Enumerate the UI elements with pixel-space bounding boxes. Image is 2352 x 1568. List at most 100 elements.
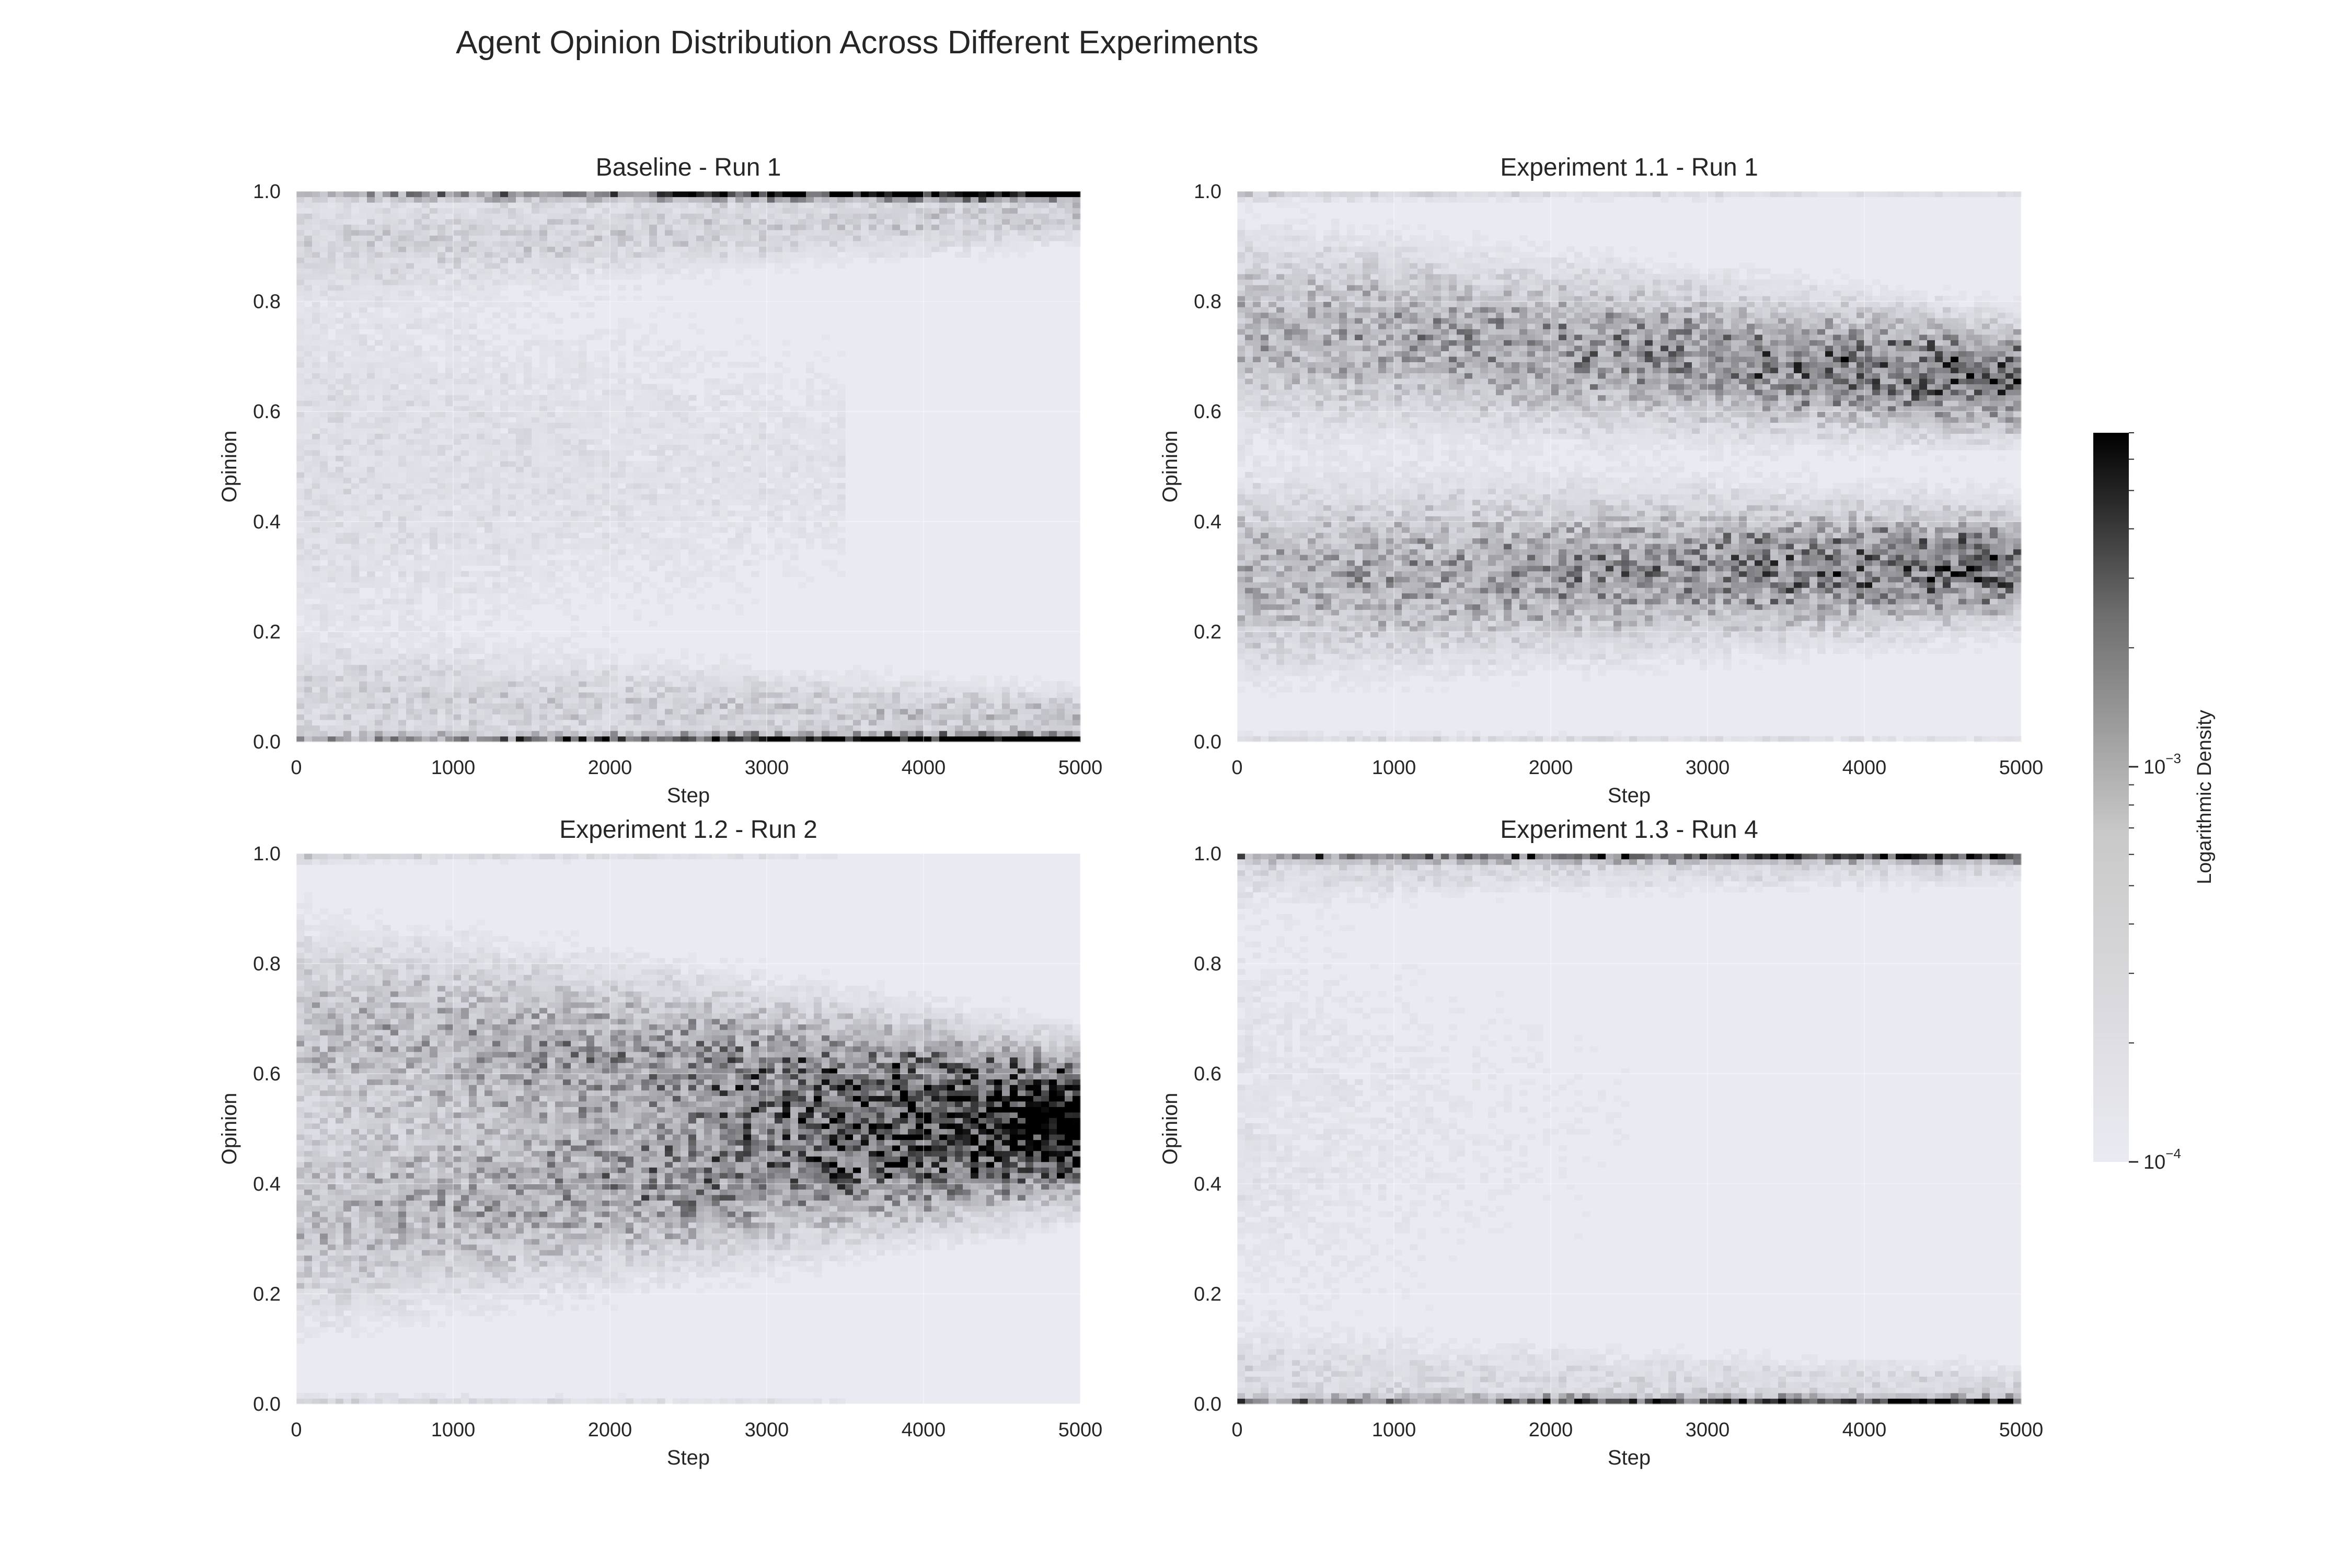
heatmap-cell — [437, 422, 446, 428]
heatmap-cell — [547, 257, 556, 263]
heatmap-cell — [328, 527, 336, 533]
heatmap-cell — [728, 687, 736, 693]
heatmap-cell — [579, 648, 587, 654]
heatmap-cell — [500, 681, 509, 687]
heatmap-cell — [508, 555, 516, 560]
heatmap-cell — [665, 555, 673, 560]
heatmap-cell — [751, 703, 759, 709]
heatmap-cell — [696, 533, 705, 538]
heatmap-cell — [728, 439, 736, 445]
heatmap-cell — [626, 489, 634, 494]
heatmap-cell — [383, 252, 391, 258]
heatmap-cell — [696, 555, 705, 560]
heatmap-cell — [430, 345, 438, 351]
heatmap-cell — [375, 494, 383, 500]
heatmap-cell — [547, 389, 556, 395]
heatmap-cell — [328, 692, 336, 698]
heatmap-cell — [312, 720, 320, 725]
heatmap-cell — [728, 494, 736, 500]
heatmap-cell — [445, 736, 454, 742]
heatmap-cell — [696, 406, 705, 412]
heatmap-cell — [782, 709, 791, 714]
heatmap-cell — [406, 582, 414, 588]
heatmap-cell — [618, 417, 626, 423]
heatmap-cell — [500, 692, 509, 698]
heatmap-cell — [485, 241, 493, 247]
heatmap-cell — [759, 197, 767, 203]
heatmap-cell — [516, 213, 524, 219]
heatmap-cell — [602, 681, 610, 687]
heatmap-cell — [626, 411, 634, 417]
heatmap-cell — [532, 709, 540, 714]
heatmap-cell — [641, 340, 650, 345]
heatmap-cell — [500, 208, 509, 214]
heatmap-cell — [375, 692, 383, 698]
heatmap-cell — [296, 197, 305, 203]
heatmap-cell — [673, 428, 681, 434]
heatmap-cell — [728, 538, 736, 544]
heatmap-cell — [547, 560, 556, 566]
heatmap-cell — [539, 313, 548, 318]
heatmap-cell — [492, 444, 501, 450]
heatmap-cell — [312, 268, 320, 274]
heatmap-cell — [720, 208, 728, 214]
heatmap-cell — [555, 549, 563, 555]
heatmap-cell — [571, 411, 579, 417]
heatmap-cell — [320, 593, 328, 599]
heatmap-cell — [343, 483, 352, 489]
heatmap-cell — [312, 709, 320, 714]
heatmap-cell — [579, 731, 587, 736]
heatmap-cell — [539, 302, 548, 307]
heatmap-cell — [296, 560, 305, 566]
heatmap-cell — [688, 670, 697, 676]
heatmap-cell — [485, 687, 493, 693]
heatmap-cell — [485, 461, 493, 467]
heatmap-cell — [618, 709, 626, 714]
heatmap-cell — [445, 670, 454, 676]
heatmap-cell — [375, 291, 383, 296]
heatmap-cell — [696, 709, 705, 714]
heatmap-cell — [563, 444, 571, 450]
heatmap-cell — [469, 516, 477, 522]
heatmap-cell — [343, 450, 352, 456]
heatmap-cell — [657, 351, 665, 356]
heatmap-cell — [414, 400, 422, 406]
heatmap-cell — [414, 665, 422, 671]
heatmap-cell — [469, 604, 477, 610]
heatmap-cell — [351, 246, 360, 252]
heatmap-cell — [571, 439, 579, 445]
heatmap-cell — [343, 296, 352, 302]
heatmap-cell — [477, 422, 485, 428]
heatmap-cell — [602, 285, 610, 291]
heatmap-cell — [469, 324, 477, 329]
heatmap-cell — [351, 378, 360, 384]
heatmap-cell — [782, 681, 791, 687]
heatmap-cell — [414, 659, 422, 665]
heatmap-cell — [312, 340, 320, 345]
heatmap-cell — [688, 687, 697, 693]
heatmap-cell — [328, 356, 336, 362]
heatmap-cell — [477, 197, 485, 203]
heatmap-cell — [563, 340, 571, 345]
heatmap-cell — [492, 296, 501, 302]
heatmap-cell — [633, 736, 642, 742]
heatmap-cell — [673, 483, 681, 489]
heatmap-cell — [492, 324, 501, 329]
heatmap-cell — [586, 428, 595, 434]
heatmap-cell — [351, 676, 360, 682]
heatmap-cell — [688, 731, 697, 736]
heatmap-cell — [296, 544, 305, 549]
heatmap-cell — [437, 335, 446, 340]
heatmap-cell — [500, 389, 509, 395]
heatmap-cell — [485, 191, 493, 197]
heatmap-cell — [304, 406, 313, 412]
heatmap-cell — [383, 665, 391, 671]
heatmap-cell — [673, 731, 681, 736]
heatmap-cell — [539, 345, 548, 351]
heatmap-cell — [782, 439, 791, 445]
heatmap-cell — [422, 417, 430, 423]
heatmap-cell — [696, 224, 705, 230]
heatmap-cell — [375, 577, 383, 582]
heatmap-cell — [367, 549, 375, 555]
heatmap-cell — [563, 202, 571, 208]
